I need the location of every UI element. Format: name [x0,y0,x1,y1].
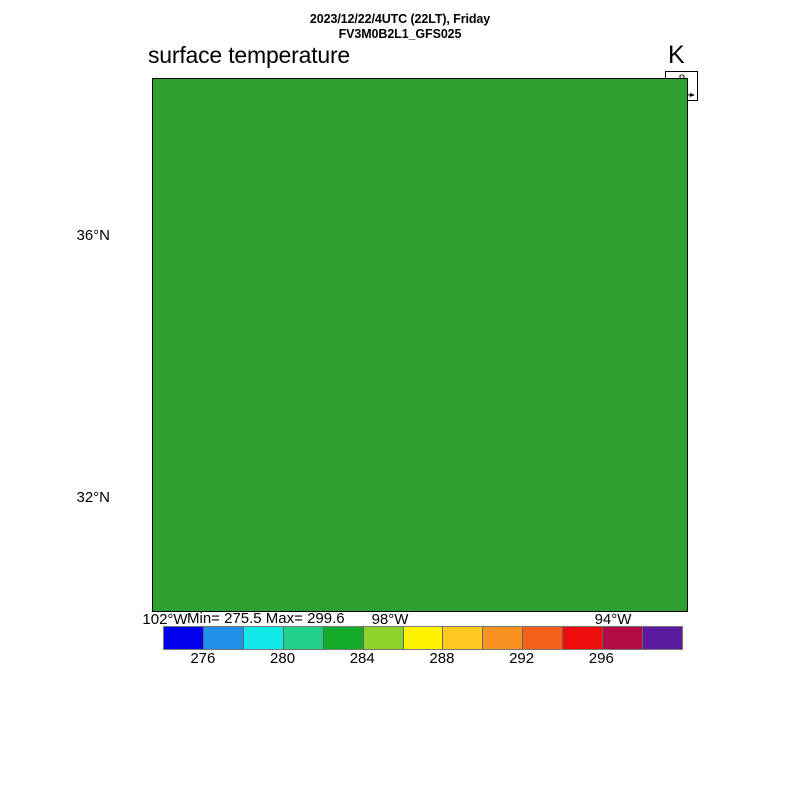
datetime-title: 2023/12/22/4UTC (22LT), Friday [309,12,491,26]
colorbar-segment-12 [643,627,682,649]
colorbar[interactable] [163,626,683,650]
colorbar-segment-7 [443,627,484,649]
colorbar-segment-11 [603,627,644,649]
colorbar-segment-0 [164,627,204,649]
axis-label-lon-102w: 102°W [142,611,188,628]
colorbar-segment-6 [403,627,444,649]
colorbar-tick-284: 284 [349,650,375,667]
axis-label-lat-36n: 36°N [76,227,110,244]
colorbar-segment-5 [363,627,404,649]
chart-title-block: 2023/12/22/4UTC (22LT), Friday FV3M0B2L1… [0,12,800,42]
map-overlay-vectors [153,79,687,611]
colorbar-tick-288: 288 [429,650,455,667]
axis-label-lon-94w: 94°W [594,611,632,628]
colorbar-tick-276: 276 [190,650,216,667]
colorbar-tick-292: 292 [509,650,535,667]
colorbar-segment-9 [523,627,564,649]
colorbar-segment-3 [283,627,324,649]
map-plot-area[interactable] [152,78,688,612]
colorbar-segment-2 [243,627,284,649]
model-title: FV3M0B2L1_GFS025 [338,27,462,41]
variable-title: surface temperature [148,42,351,68]
min-max-statistics: Min= 275.5 Max= 299.6 [187,610,345,627]
colorbar-segment-1 [203,627,244,649]
colorbar-segment-8 [483,627,524,649]
unit-label: K [668,41,685,69]
colorbar-segment-10 [563,627,604,649]
colorbar-tick-labels: 276 280 284 288 292 296 [163,650,681,670]
colorbar-segment-4 [323,627,364,649]
colorbar-tick-296: 296 [588,650,614,667]
axis-label-lat-32n: 32°N [76,489,110,506]
colorbar-tick-280: 280 [270,650,296,667]
axis-label-lon-98w: 98°W [371,611,409,628]
temperature-field [153,79,687,611]
